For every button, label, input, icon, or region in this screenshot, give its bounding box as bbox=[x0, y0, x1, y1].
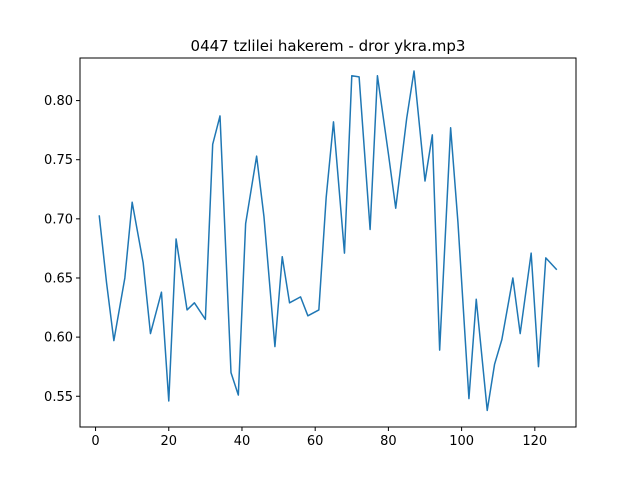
y-tick-label: 0.65 bbox=[44, 271, 73, 286]
x-tick-label: 0 bbox=[91, 434, 99, 449]
y-tick-label: 0.55 bbox=[44, 390, 73, 405]
x-tick-label: 100 bbox=[449, 434, 474, 449]
y-tick-label: 0.75 bbox=[44, 153, 73, 168]
plot-area bbox=[98, 70, 558, 412]
x-tick-label: 60 bbox=[307, 434, 324, 449]
x-tick-label: 80 bbox=[380, 434, 397, 449]
y-tick-label: 0.70 bbox=[44, 212, 73, 227]
x-tick-label: 40 bbox=[234, 434, 251, 449]
y-tick-label: 0.60 bbox=[44, 331, 73, 346]
chart-title: 0447 tzlilei hakerem - dror ykra.mp3 bbox=[191, 37, 466, 55]
x-tick-label: 20 bbox=[160, 434, 177, 449]
axis-ticks: 0 20 40 60 80 100 120 0.55 0.60 0.65 0.70 0.75 0.80 bbox=[44, 94, 547, 449]
x-tick-label: 120 bbox=[522, 434, 547, 449]
plot-frame bbox=[79, 57, 577, 428]
y-tick-label: 0.80 bbox=[44, 94, 73, 109]
